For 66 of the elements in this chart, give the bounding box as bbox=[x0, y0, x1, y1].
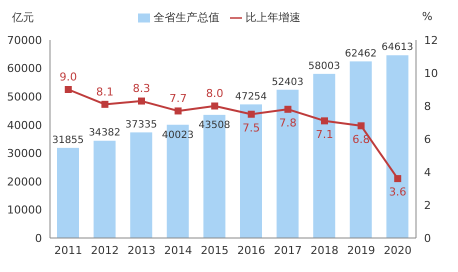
x-tick-label: 2018 bbox=[310, 244, 338, 257]
bar bbox=[276, 90, 299, 238]
data-label: 8.1 bbox=[96, 85, 114, 98]
data-label: 52403 bbox=[272, 76, 304, 88]
data-label: 62462 bbox=[344, 48, 377, 60]
bar bbox=[386, 55, 408, 238]
data-label: 9.0 bbox=[60, 70, 78, 84]
data-label: 7.8 bbox=[279, 116, 297, 130]
point bbox=[248, 110, 255, 118]
point bbox=[284, 106, 292, 113]
y2-axis-title: % bbox=[422, 10, 432, 23]
y-axis-title: 亿元 bbox=[12, 10, 34, 25]
data-label: 7.7 bbox=[169, 92, 187, 105]
bar bbox=[350, 61, 372, 238]
point bbox=[321, 117, 328, 124]
y-tick-label: 20000 bbox=[7, 175, 42, 188]
y2-tick-label: 10 bbox=[424, 66, 438, 80]
y-tick-label: 0 bbox=[35, 232, 42, 245]
point bbox=[358, 122, 365, 130]
point bbox=[138, 98, 145, 105]
data-label: 8.3 bbox=[132, 82, 150, 96]
y-tick-label: 10000 bbox=[7, 204, 42, 217]
bar bbox=[57, 148, 79, 238]
y-tick-label: 50000 bbox=[7, 90, 42, 104]
point bbox=[174, 107, 182, 114]
x-tick-label: 2012 bbox=[90, 244, 119, 257]
bar bbox=[130, 132, 152, 238]
y2-tick-label: 8 bbox=[424, 100, 431, 113]
y-tick-label: 60000 bbox=[7, 62, 42, 76]
x-tick-label: 2014 bbox=[164, 244, 192, 257]
data-label: 64613 bbox=[381, 42, 414, 54]
data-label: 47254 bbox=[235, 91, 267, 102]
bar bbox=[94, 140, 116, 238]
data-label: 43508 bbox=[198, 120, 230, 131]
legend-label: 比上年增速 bbox=[246, 11, 300, 24]
y2-tick-label: 4 bbox=[424, 166, 431, 179]
x-tick-label: 2017 bbox=[274, 244, 302, 257]
data-label: 8.0 bbox=[206, 87, 224, 100]
data-label: 58003 bbox=[308, 60, 340, 72]
y2-tick-label: 2 bbox=[424, 198, 431, 212]
point bbox=[101, 100, 108, 108]
point bbox=[394, 175, 402, 182]
data-label: 37335 bbox=[125, 119, 158, 130]
data-label: 7.5 bbox=[242, 121, 260, 134]
bar bbox=[240, 104, 262, 238]
x-tick-label: 2020 bbox=[384, 244, 412, 257]
x-tick-label: 2019 bbox=[347, 244, 376, 257]
y2-tick-label: 6 bbox=[424, 132, 431, 146]
bar bbox=[313, 74, 336, 238]
data-label: 7.1 bbox=[316, 128, 334, 141]
data-label: 34382 bbox=[88, 128, 121, 139]
data-label: 31855 bbox=[52, 134, 84, 146]
y-tick-label: 70000 bbox=[7, 34, 42, 47]
y-tick-label: 30000 bbox=[7, 147, 42, 160]
x-tick-label: 2016 bbox=[237, 244, 266, 257]
y-tick-label: 40000 bbox=[7, 118, 42, 132]
x-tick-label: 2013 bbox=[128, 244, 156, 257]
x-tick-label: 2011 bbox=[54, 244, 82, 257]
point bbox=[211, 102, 218, 110]
data-label: 40023 bbox=[162, 130, 194, 141]
legend-label: 全省生产总值 bbox=[154, 11, 220, 24]
data-label: 3.6 bbox=[388, 186, 406, 199]
x-tick-label: 2015 bbox=[200, 244, 229, 257]
point bbox=[64, 86, 72, 93]
y2-tick-label: 0 bbox=[424, 232, 431, 245]
y2-tick-label: 12 bbox=[424, 34, 438, 47]
